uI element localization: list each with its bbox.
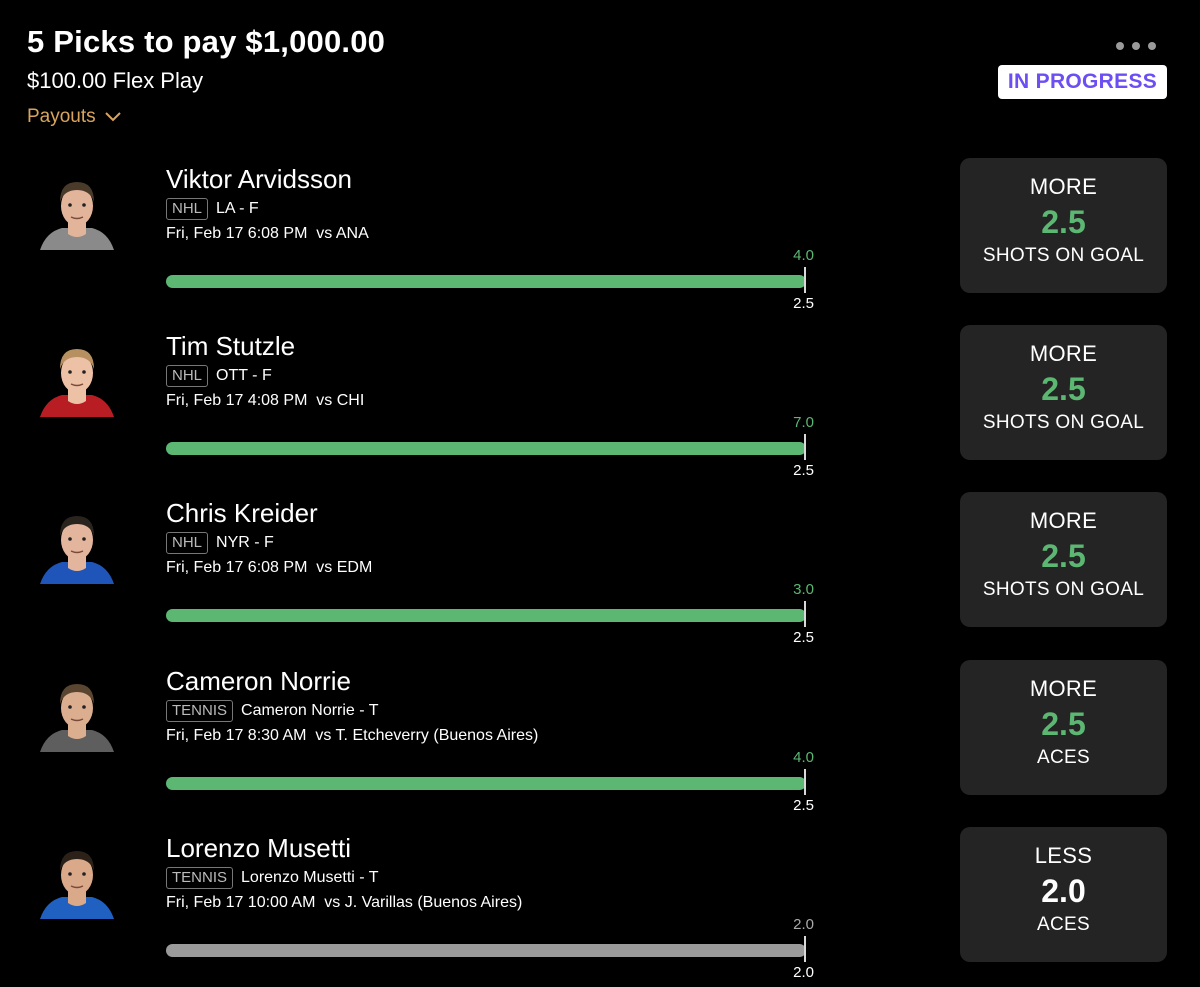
player-avatar xyxy=(38,339,116,417)
league-badge: TENNIS xyxy=(166,700,234,722)
progress-bar xyxy=(166,944,806,957)
pick-row: Tim Stutzle NHL OTT - F Fri, Feb 17 4:08… xyxy=(0,325,1200,481)
player-avatar xyxy=(38,674,116,752)
player-avatar xyxy=(38,841,116,919)
current-value: 7.0 xyxy=(793,414,814,431)
pick-direction: MORE xyxy=(1029,508,1098,533)
current-value: 2.0 xyxy=(793,916,814,933)
team-position: OTT - F xyxy=(216,367,272,384)
payouts-toggle[interactable]: Payouts xyxy=(27,106,122,128)
progress-bar xyxy=(166,609,806,622)
dot-icon xyxy=(1148,42,1156,50)
slip-subtitle: $100.00 Flex Play xyxy=(27,68,204,93)
player-meta: NHL OTT - F xyxy=(166,365,272,387)
progress-bar xyxy=(166,442,806,455)
pick-stat: ACES xyxy=(1037,914,1090,935)
projection-card[interactable]: MORE 2.5 SHOTS ON GOAL xyxy=(960,158,1167,293)
pick-row: Lorenzo Musetti TENNIS Lorenzo Musetti -… xyxy=(0,827,1200,983)
team-position: Lorenzo Musetti - T xyxy=(241,869,379,886)
pick-direction: MORE xyxy=(1029,341,1098,366)
player-name: Cameron Norrie xyxy=(166,666,351,696)
game-time: Fri, Feb 17 8:30 AM vs T. Etcheverry (Bu… xyxy=(166,727,539,744)
dot-icon xyxy=(1132,42,1140,50)
line-value: 2.5 xyxy=(793,629,814,646)
slip-title: 5 Picks to pay $1,000.00 xyxy=(27,24,386,59)
pick-row: Cameron Norrie TENNIS Cameron Norrie - T… xyxy=(0,660,1200,816)
current-value: 3.0 xyxy=(793,581,814,598)
pick-line: 2.5 xyxy=(1041,204,1086,240)
team-position: Cameron Norrie - T xyxy=(241,702,379,719)
pick-row: Chris Kreider NHL NYR - F Fri, Feb 17 6:… xyxy=(0,492,1200,648)
more-options-button[interactable] xyxy=(1116,38,1170,54)
projection-card[interactable]: MORE 2.5 SHOTS ON GOAL xyxy=(960,492,1167,627)
player-name: Tim Stutzle xyxy=(166,331,296,361)
team-position: LA - F xyxy=(216,200,259,217)
projection-card[interactable]: MORE 2.5 ACES xyxy=(960,660,1167,795)
player-meta: TENNIS Lorenzo Musetti - T xyxy=(166,867,379,889)
line-marker xyxy=(804,601,806,627)
player-meta: TENNIS Cameron Norrie - T xyxy=(166,700,379,722)
league-badge: TENNIS xyxy=(166,867,234,889)
league-badge: NHL xyxy=(166,198,209,220)
pick-line: 2.5 xyxy=(1041,371,1086,407)
pick-stat: SHOTS ON GOAL xyxy=(982,412,1145,433)
line-value: 2.5 xyxy=(793,462,814,479)
team-position: NYR - F xyxy=(216,534,274,551)
current-value: 4.0 xyxy=(793,247,814,264)
dot-icon xyxy=(1116,42,1124,50)
pick-line: 2.0 xyxy=(1041,873,1086,909)
player-name: Viktor Arvidsson xyxy=(166,164,352,194)
player-name: Chris Kreider xyxy=(166,498,318,528)
pick-direction: MORE xyxy=(1029,676,1098,701)
league-badge: NHL xyxy=(166,532,209,554)
pick-line: 2.5 xyxy=(1041,538,1086,574)
projection-card[interactable]: LESS 2.0 ACES xyxy=(960,827,1167,962)
game-time: Fri, Feb 17 6:08 PM vs ANA xyxy=(166,225,369,242)
line-marker xyxy=(804,936,806,962)
player-avatar xyxy=(38,506,116,584)
line-value: 2.0 xyxy=(793,964,814,981)
progress-bar xyxy=(166,777,806,790)
pick-stat: ACES xyxy=(1037,747,1090,768)
line-marker xyxy=(804,434,806,460)
player-name: Lorenzo Musetti xyxy=(166,833,351,863)
current-value: 4.0 xyxy=(793,749,814,766)
line-value: 2.5 xyxy=(793,797,814,814)
game-time: Fri, Feb 17 4:08 PM vs CHI xyxy=(166,392,365,409)
pick-direction: MORE xyxy=(1029,174,1098,199)
line-marker xyxy=(804,769,806,795)
chevron-down-icon xyxy=(104,112,121,122)
line-marker xyxy=(804,267,806,293)
progress-bar xyxy=(166,275,806,288)
player-meta: NHL LA - F xyxy=(166,198,259,220)
pick-stat: SHOTS ON GOAL xyxy=(982,579,1145,600)
projection-card[interactable]: MORE 2.5 SHOTS ON GOAL xyxy=(960,325,1167,460)
pick-row: Viktor Arvidsson NHL LA - F Fri, Feb 17 … xyxy=(0,158,1200,314)
payouts-label: Payouts xyxy=(27,106,96,127)
game-time: Fri, Feb 17 10:00 AM vs J. Varillas (Bue… xyxy=(166,894,523,911)
pick-stat: SHOTS ON GOAL xyxy=(982,245,1145,266)
pick-direction: LESS xyxy=(1034,843,1093,868)
status-badge: IN PROGRESS xyxy=(998,65,1167,99)
player-avatar xyxy=(38,172,116,250)
player-meta: NHL NYR - F xyxy=(166,532,274,554)
line-value: 2.5 xyxy=(793,295,814,312)
game-time: Fri, Feb 17 6:08 PM vs EDM xyxy=(166,559,373,576)
pick-line: 2.5 xyxy=(1041,706,1086,742)
league-badge: NHL xyxy=(166,365,209,387)
